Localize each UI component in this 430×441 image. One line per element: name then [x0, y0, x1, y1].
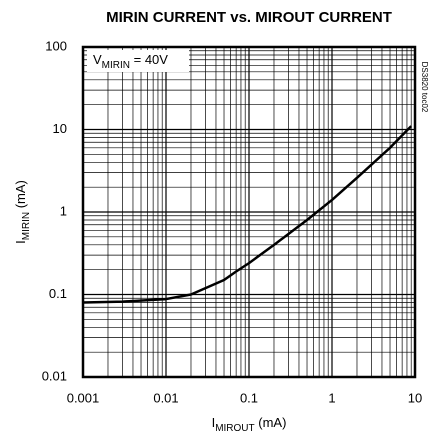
y-tick-label: 0.1	[49, 286, 67, 301]
y-axis-label-sub: MIRIN	[21, 212, 32, 240]
plot-frame	[81, 45, 417, 379]
x-tick-label: 0.1	[240, 390, 258, 405]
annotation: VMIRIN = 40V	[93, 52, 168, 70]
x-tick-label: 10	[408, 390, 422, 405]
x-tick-label: 0.01	[153, 390, 178, 405]
y-tick-label: 1	[60, 203, 67, 218]
y-tick-label: 10	[53, 121, 67, 136]
annotation-rest: = 40V	[130, 52, 168, 67]
y-axis-label: IMIRIN (mA)	[13, 180, 31, 244]
x-tick-label: 0.001	[67, 390, 100, 405]
annotation-main: V	[93, 52, 102, 67]
x-tick-label: 1	[328, 390, 335, 405]
x-axis-label-main: I	[212, 415, 216, 430]
y-axis-label-main: I	[13, 240, 28, 244]
data-line	[82, 125, 413, 304]
x-axis-label-rest: (mA)	[255, 415, 287, 430]
y-tick-label: 0.01	[42, 368, 67, 383]
y-axis-label-rest: (mA)	[13, 180, 28, 212]
x-axis-label-sub: MIROUT	[215, 423, 254, 434]
x-axis-label: IMIROUT (mA)	[212, 415, 287, 433]
side-note: DS3820 toc02	[420, 62, 429, 113]
annotation-box	[87, 50, 189, 72]
y-tick-label: 100	[45, 38, 67, 53]
chart-title: MIRIN CURRENT vs. MIROUT CURRENT	[106, 9, 392, 26]
annotation-sub: MIRIN	[102, 60, 130, 71]
